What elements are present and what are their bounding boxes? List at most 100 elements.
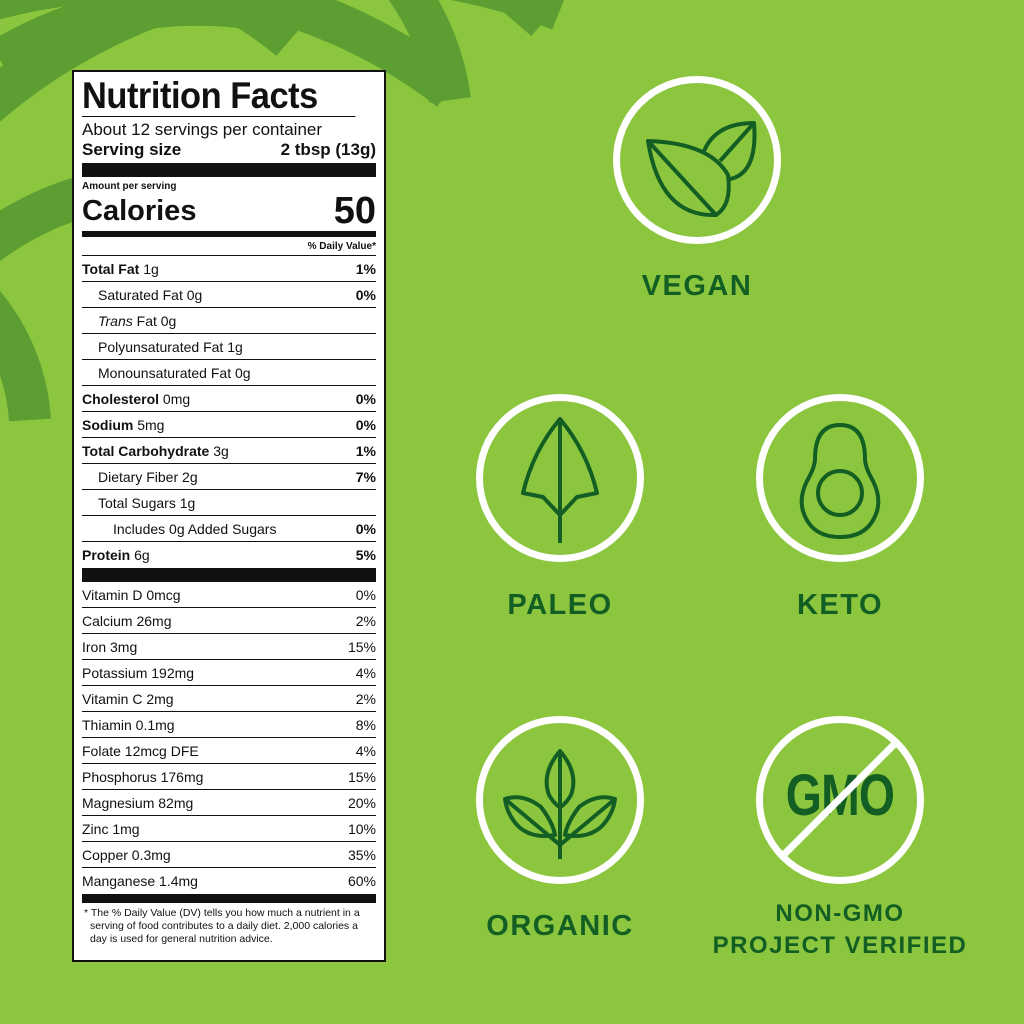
nutrient-name: Monounsaturated Fat 0g (82, 360, 251, 385)
nutrient-name: Total Fat 1g (82, 256, 159, 281)
nutrient-dv: 0% (355, 521, 376, 537)
nutrient-label: Includes 0g Added Sugars (113, 521, 277, 537)
vitamin-name: Calcium 26mg (82, 613, 172, 629)
arrowhead-leaf-icon (521, 417, 599, 543)
nutrient-amount: 6g (134, 547, 150, 563)
nutrient-label: Saturated Fat (98, 287, 183, 303)
nutrient-amount: 2g (182, 469, 198, 485)
calories-value: 50 (333, 190, 376, 232)
vitamin-row: Calcium 26mg 2% (82, 608, 376, 634)
vitamin-name: Magnesium 82mg (82, 795, 194, 811)
nutrient-name: Cholesterol 0mg (82, 386, 190, 411)
paleo-badge (476, 394, 644, 562)
vitamin-dv: 35% (347, 847, 376, 863)
nutrient-list: Total Fat 1g 1% Saturated Fat 0g 0% Trans Fa… (82, 256, 376, 568)
vitamin-row: Vitamin D 0mcg 0% (82, 582, 376, 608)
serving-size-label: Serving size (82, 140, 182, 159)
nutrient-dv: 0% (355, 287, 376, 303)
nutrient-amount: 1g (143, 261, 159, 277)
nutrient-amount: 0mg (162, 391, 191, 407)
nutrient-dv: 0% (355, 417, 376, 433)
nutrient-dv: 1% (355, 443, 376, 459)
divider (82, 231, 376, 237)
nutrient-label: Cholesterol (82, 391, 160, 407)
calories-label: Calories (82, 195, 197, 227)
vitamin-dv: 4% (355, 665, 376, 681)
servings-per-container: About 12 servings per container (82, 120, 323, 139)
organic-label: ORGANIC (486, 910, 634, 942)
nutrient-row: Trans Fat 0g (82, 308, 376, 334)
label-title: Nutrition Facts (82, 76, 356, 117)
nutrient-amount: 1g (227, 339, 243, 355)
vitamin-name: Zinc 1mg (82, 821, 140, 837)
keto-badge (756, 394, 924, 562)
nutrient-dv: 7% (355, 469, 376, 485)
nutrient-row: Cholesterol 0mg 0% (82, 386, 376, 412)
vitamin-name: Iron 3mg (82, 639, 138, 655)
organic-badge (476, 716, 644, 884)
serving-size: Serving size 2 tbsp (13g) (82, 140, 376, 160)
vitamin-dv: 0% (355, 587, 376, 603)
vitamin-dv: 10% (347, 821, 376, 837)
vitamin-name: Thiamin 0.1mg (82, 717, 175, 733)
nutrient-label: Total Fat (82, 261, 140, 277)
nutrient-label: Polyunsaturated Fat (98, 339, 224, 355)
non-gmo-label: NON-GMO PROJECT VERIFIED (690, 898, 990, 962)
vitamin-name: Copper 0.3mg (82, 847, 171, 863)
nutrient-row: Total Carbohydrate 3g 1% (82, 438, 376, 464)
nutrient-row: Saturated Fat 0g 0% (82, 282, 376, 308)
nutrient-dv: 0% (355, 391, 376, 407)
no-gmo-icon: GMO (763, 723, 917, 877)
nutrient-amount: 5mg (137, 417, 165, 433)
vitamin-row: Thiamin 0.1mg 8% (82, 712, 376, 738)
vitamin-name: Manganese 1.4mg (82, 873, 198, 889)
nutrient-row: Sodium 5mg 0% (82, 412, 376, 438)
vitamin-row: Potassium 192mg 4% (82, 660, 376, 686)
nutrient-label: Fat (132, 313, 157, 329)
vitamin-list: Vitamin D 0mcg 0% Calcium 26mg 2% Iron 3mg 15… (82, 582, 376, 894)
non-gmo-badge: GMO (756, 716, 924, 884)
nutrient-name: Sodium 5mg (82, 412, 164, 437)
vitamin-row: Folate 12mcg DFE 4% (82, 738, 376, 764)
vitamin-row: Copper 0.3mg 35% (82, 842, 376, 868)
vitamin-dv: 8% (355, 717, 376, 733)
nutrient-label: Total Sugars (98, 495, 176, 511)
sprout-icon (503, 749, 617, 859)
nutrient-name: Saturated Fat 0g (82, 282, 202, 307)
nutrient-row: Monounsaturated Fat 0g (82, 360, 376, 386)
vitamin-name: Folate 12mcg DFE (82, 743, 199, 759)
nutrient-row: Includes 0g Added Sugars 0% (82, 516, 376, 542)
vegan-badge (613, 76, 781, 244)
vitamin-row: Iron 3mg 15% (82, 634, 376, 660)
non-gmo-line1: NON-GMO (775, 900, 905, 927)
nutrient-label: Monounsaturated Fat (98, 365, 232, 381)
nutrient-dv: 5% (355, 547, 376, 563)
nutrient-name: Protein 6g (82, 542, 150, 568)
keto-label: KETO (796, 589, 884, 621)
nutrient-name: Total Carbohydrate 3g (82, 438, 229, 463)
vitamin-dv: 4% (355, 743, 376, 759)
vitamin-dv: 2% (355, 691, 376, 707)
nutrient-label: Total Carbohydrate (82, 443, 210, 459)
nutrient-row: Dietary Fiber 2g 7% (82, 464, 376, 490)
vitamin-dv: 20% (347, 795, 376, 811)
vitamin-row: Zinc 1mg 10% (82, 816, 376, 842)
vitamin-dv: 60% (347, 873, 376, 889)
nutrient-dv: 1% (355, 261, 376, 277)
non-gmo-line2: PROJECT VERIFIED (712, 932, 968, 959)
serving-size-value: 2 tbsp (13g) (280, 140, 376, 159)
nutrient-label: Sodium (82, 417, 134, 433)
footnote: * The % Daily Value (DV) tells you how m… (84, 907, 360, 945)
nutrient-row: Protein 6g 5% (82, 542, 376, 568)
avocado-icon (799, 422, 881, 540)
divider (82, 163, 376, 177)
amount-per-serving: Amount per serving (82, 181, 177, 192)
nutrient-amount: 0g (160, 313, 177, 329)
daily-value-header: % Daily Value* (82, 239, 376, 256)
vitamin-dv: 2% (355, 613, 376, 629)
nutrient-row: Polyunsaturated Fat 1g (82, 334, 376, 360)
nutrient-name: Total Sugars 1g (82, 490, 195, 515)
vitamin-name: Vitamin D 0mcg (82, 587, 181, 603)
nutrient-amount: 1g (179, 495, 196, 511)
nutrient-amount: 0g (234, 365, 251, 381)
